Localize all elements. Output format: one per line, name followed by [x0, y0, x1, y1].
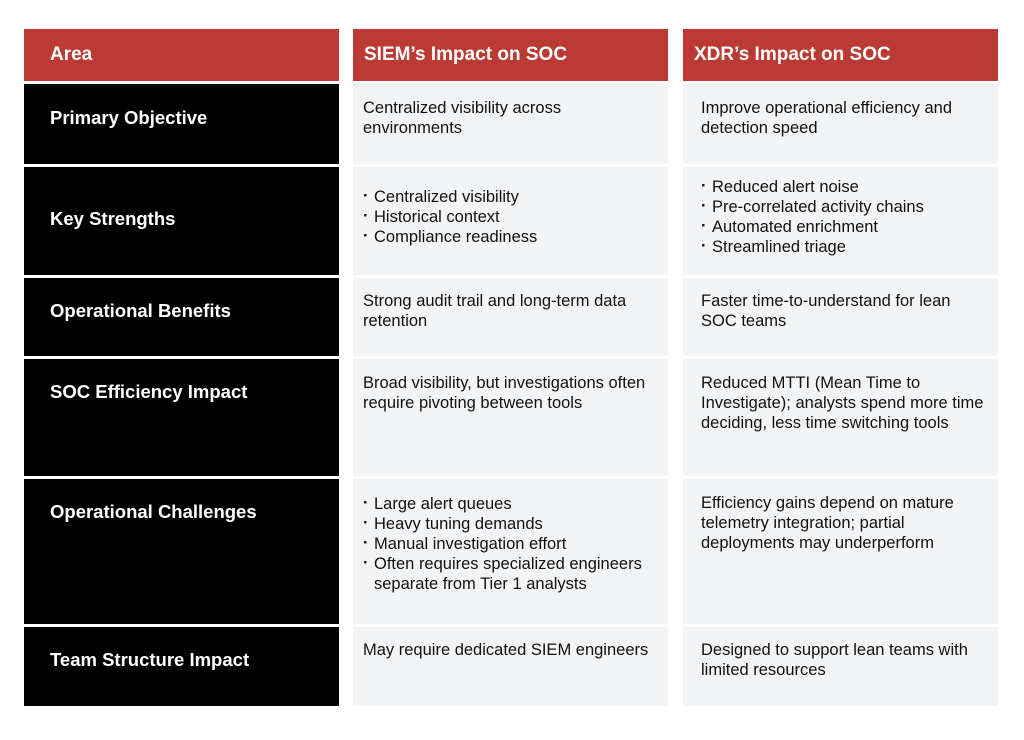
row-label: Operational Challenges [24, 479, 339, 624]
xdr-text: Efficiency gains depend on mature teleme… [701, 494, 954, 552]
siem-cell: May require dedicated SIEM engineers [353, 627, 668, 706]
bullet-item: Centralized visibility [363, 186, 660, 207]
table-row: SOC Efficiency Impact Broad visibility, … [24, 359, 998, 476]
row-label-text: Team Structure Impact [50, 649, 250, 670]
siem-text: Centralized visibility across environmen… [363, 99, 562, 137]
row-label-text: Operational Benefits [50, 300, 231, 321]
siem-cell: Broad visibility, but investigations oft… [353, 359, 668, 476]
header-siem: SIEM’s Impact on SOC [353, 29, 668, 81]
table-row: Primary Objective Centralized visibility… [24, 84, 998, 164]
bullet-item: Heavy tuning demands [363, 513, 660, 534]
header-area: Area [24, 29, 339, 81]
xdr-cell: Improve operational efficiency and detec… [683, 84, 998, 164]
xdr-text: Designed to support lean teams with limi… [701, 641, 968, 679]
table-row: Operational Challenges Large alert queue… [24, 479, 998, 624]
row-label-text: Key Strengths [50, 208, 176, 229]
table-row: Team Structure Impact May require dedica… [24, 627, 998, 706]
siem-cell: Strong audit trail and long-term data re… [353, 278, 668, 356]
row-label-text: Operational Challenges [50, 501, 257, 522]
xdr-text: Faster time-to-understand for lean SOC t… [701, 292, 951, 330]
row-label: Team Structure Impact [24, 627, 339, 706]
siem-cell: Large alert queues Heavy tuning demands … [353, 479, 668, 624]
siem-cell: Centralized visibility Historical contex… [353, 167, 668, 275]
row-label: SOC Efficiency Impact [24, 359, 339, 476]
xdr-cell: Reduced alert noise Pre-correlated activ… [683, 167, 998, 275]
siem-text: Strong audit trail and long-term data re… [363, 292, 627, 330]
bullet-item: Automated enrichment [701, 216, 990, 237]
siem-cell: Centralized visibility across environmen… [353, 84, 668, 164]
xdr-text: Improve operational efficiency and detec… [701, 99, 953, 137]
bullet-item: Reduced alert noise [701, 176, 990, 197]
xdr-text: Reduced MTTI (Mean Time to Investigate);… [701, 374, 984, 432]
xdr-cell: Reduced MTTI (Mean Time to Investigate);… [683, 359, 998, 476]
bullet-item: Manual investigation effort [363, 533, 660, 554]
row-label-text: SOC Efficiency Impact [50, 381, 248, 402]
table-row: Operational Benefits Strong audit trail … [24, 278, 998, 356]
bullet-item: Compliance readiness [363, 226, 660, 247]
row-label-text: Primary Objective [50, 107, 208, 128]
row-label: Operational Benefits [24, 278, 339, 356]
header-xdr: XDR’s Impact on SOC [683, 29, 998, 81]
bullet-item: Large alert queues [363, 493, 660, 514]
xdr-cell: Faster time-to-understand for lean SOC t… [683, 278, 998, 356]
siem-text: Broad visibility, but investigations oft… [363, 374, 646, 412]
bullet-item: Streamlined triage [701, 236, 990, 257]
row-label: Key Strengths [24, 167, 339, 275]
bullet-item: Historical context [363, 206, 660, 227]
siem-bullet-list: Centralized visibility Historical contex… [363, 186, 660, 247]
siem-bullet-list: Large alert queues Heavy tuning demands … [363, 493, 660, 594]
row-label: Primary Objective [24, 84, 339, 164]
xdr-cell: Efficiency gains depend on mature teleme… [683, 479, 998, 624]
header-row: Area SIEM’s Impact on SOC XDR’s Impact o… [24, 29, 998, 81]
bullet-item: Pre-correlated activity chains [701, 196, 990, 217]
xdr-bullet-list: Reduced alert noise Pre-correlated activ… [701, 176, 990, 257]
table-row: Key Strengths Centralized visibility His… [24, 167, 998, 275]
xdr-cell: Designed to support lean teams with limi… [683, 627, 998, 706]
bullet-item: Often requires specialized engineers sep… [363, 553, 660, 594]
siem-text: May require dedicated SIEM engineers [363, 641, 649, 659]
